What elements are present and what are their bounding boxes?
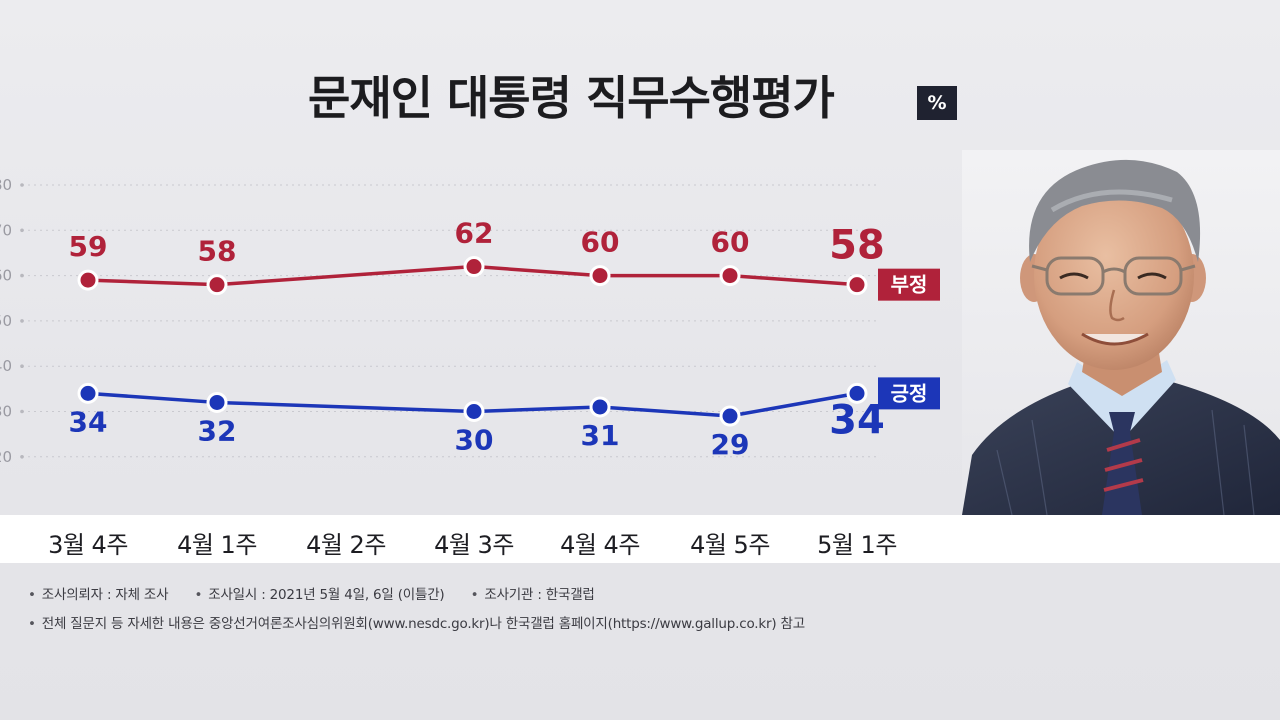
y-tick-label: 40 (0, 357, 12, 375)
data-point (463, 401, 485, 422)
series-tag-box (878, 268, 940, 301)
data-label: 29 (711, 428, 750, 461)
series-tag-box (878, 377, 940, 410)
x-tick-label: 3월 4주 (48, 531, 128, 559)
data-label: 58 (198, 235, 237, 268)
gridline-dot (20, 409, 24, 414)
data-point (77, 269, 99, 291)
data-point (206, 391, 228, 413)
y-tick-label: 80 (0, 176, 12, 194)
y-tick-label: 50 (0, 312, 12, 330)
footnote-requester: 조사의뢰자 : 자체 조사 (41, 587, 169, 603)
gridline-dot (20, 319, 24, 323)
data-point (589, 265, 611, 287)
data-label: 31 (581, 419, 620, 452)
gridline-dot (20, 183, 24, 187)
footnote-agency: 조사기관 : 한국갤럽 (484, 587, 595, 603)
data-label: 60 (711, 226, 750, 259)
y-tick-label: 60 (0, 267, 12, 285)
data-point (206, 274, 228, 296)
data-label: 32 (198, 414, 237, 447)
x-tick-label: 4월 2주 (306, 531, 386, 559)
data-label: 30 (455, 424, 494, 457)
footnote-line-1: • 조사의뢰자 : 자체 조사 • 조사일시 : 2021년 5월 4일, 6일 (… (28, 587, 595, 603)
footnote-date: 조사일시 : 2021년 5월 4일, 6일 (이틀간) (208, 587, 445, 603)
data-label: 60 (581, 226, 620, 259)
chart-title: 문재인 대통령 직무수행평가 (308, 71, 835, 125)
x-tick-label: 4월 5주 (690, 531, 770, 559)
x-tick-label: 4월 3주 (434, 531, 514, 559)
x-tick-label: 5월 1주 (817, 531, 897, 559)
x-tick-label: 4월 1주 (177, 531, 257, 559)
data-label: 58 (829, 223, 885, 269)
gridline-dot (20, 455, 24, 459)
footnote-line-2: • 전체 질문지 등 자세한 내용은 중앙선거여론조사심의위원회(www.nesd… (28, 616, 805, 632)
y-tick-label: 20 (0, 448, 12, 466)
line-chart: 80706050403020595862606058부정343230312934… (0, 176, 940, 466)
series-tag-positive: 긍정 (891, 381, 928, 405)
series-line-negative (87, 264, 858, 287)
y-tick-label: 70 (0, 221, 12, 239)
title-area: 문재인 대통령 직무수행평가 % (0, 58, 1280, 138)
data-point (846, 274, 868, 296)
portrait-photo (962, 150, 1280, 515)
data-point (589, 396, 611, 418)
x-axis-band: 3월 4주 4월 1주 4월 2주 4월 3주 4월 4주 4월 5주 5월 1주 (0, 515, 1280, 563)
gridline-dot (20, 364, 24, 368)
x-tick-label: 4월 4주 (560, 531, 640, 559)
series-line-positive (87, 391, 858, 418)
y-tick-label: 30 (0, 403, 12, 421)
gridline-dot (20, 228, 24, 233)
data-label: 34 (829, 397, 885, 443)
gridline-dot (20, 273, 24, 278)
data-point (719, 265, 741, 287)
data-point (77, 382, 99, 404)
footnote-reference: 전체 질문지 등 자세한 내용은 중앙선거여론조사심의위원회(www.nesdc… (41, 616, 805, 632)
data-label: 59 (69, 230, 108, 263)
data-label: 62 (455, 217, 494, 250)
data-point (846, 382, 868, 404)
series-tag-negative: 부정 (891, 273, 928, 297)
data-label: 34 (69, 405, 108, 438)
unit-badge: % (917, 86, 957, 120)
data-point (463, 256, 485, 278)
data-point (719, 405, 741, 427)
